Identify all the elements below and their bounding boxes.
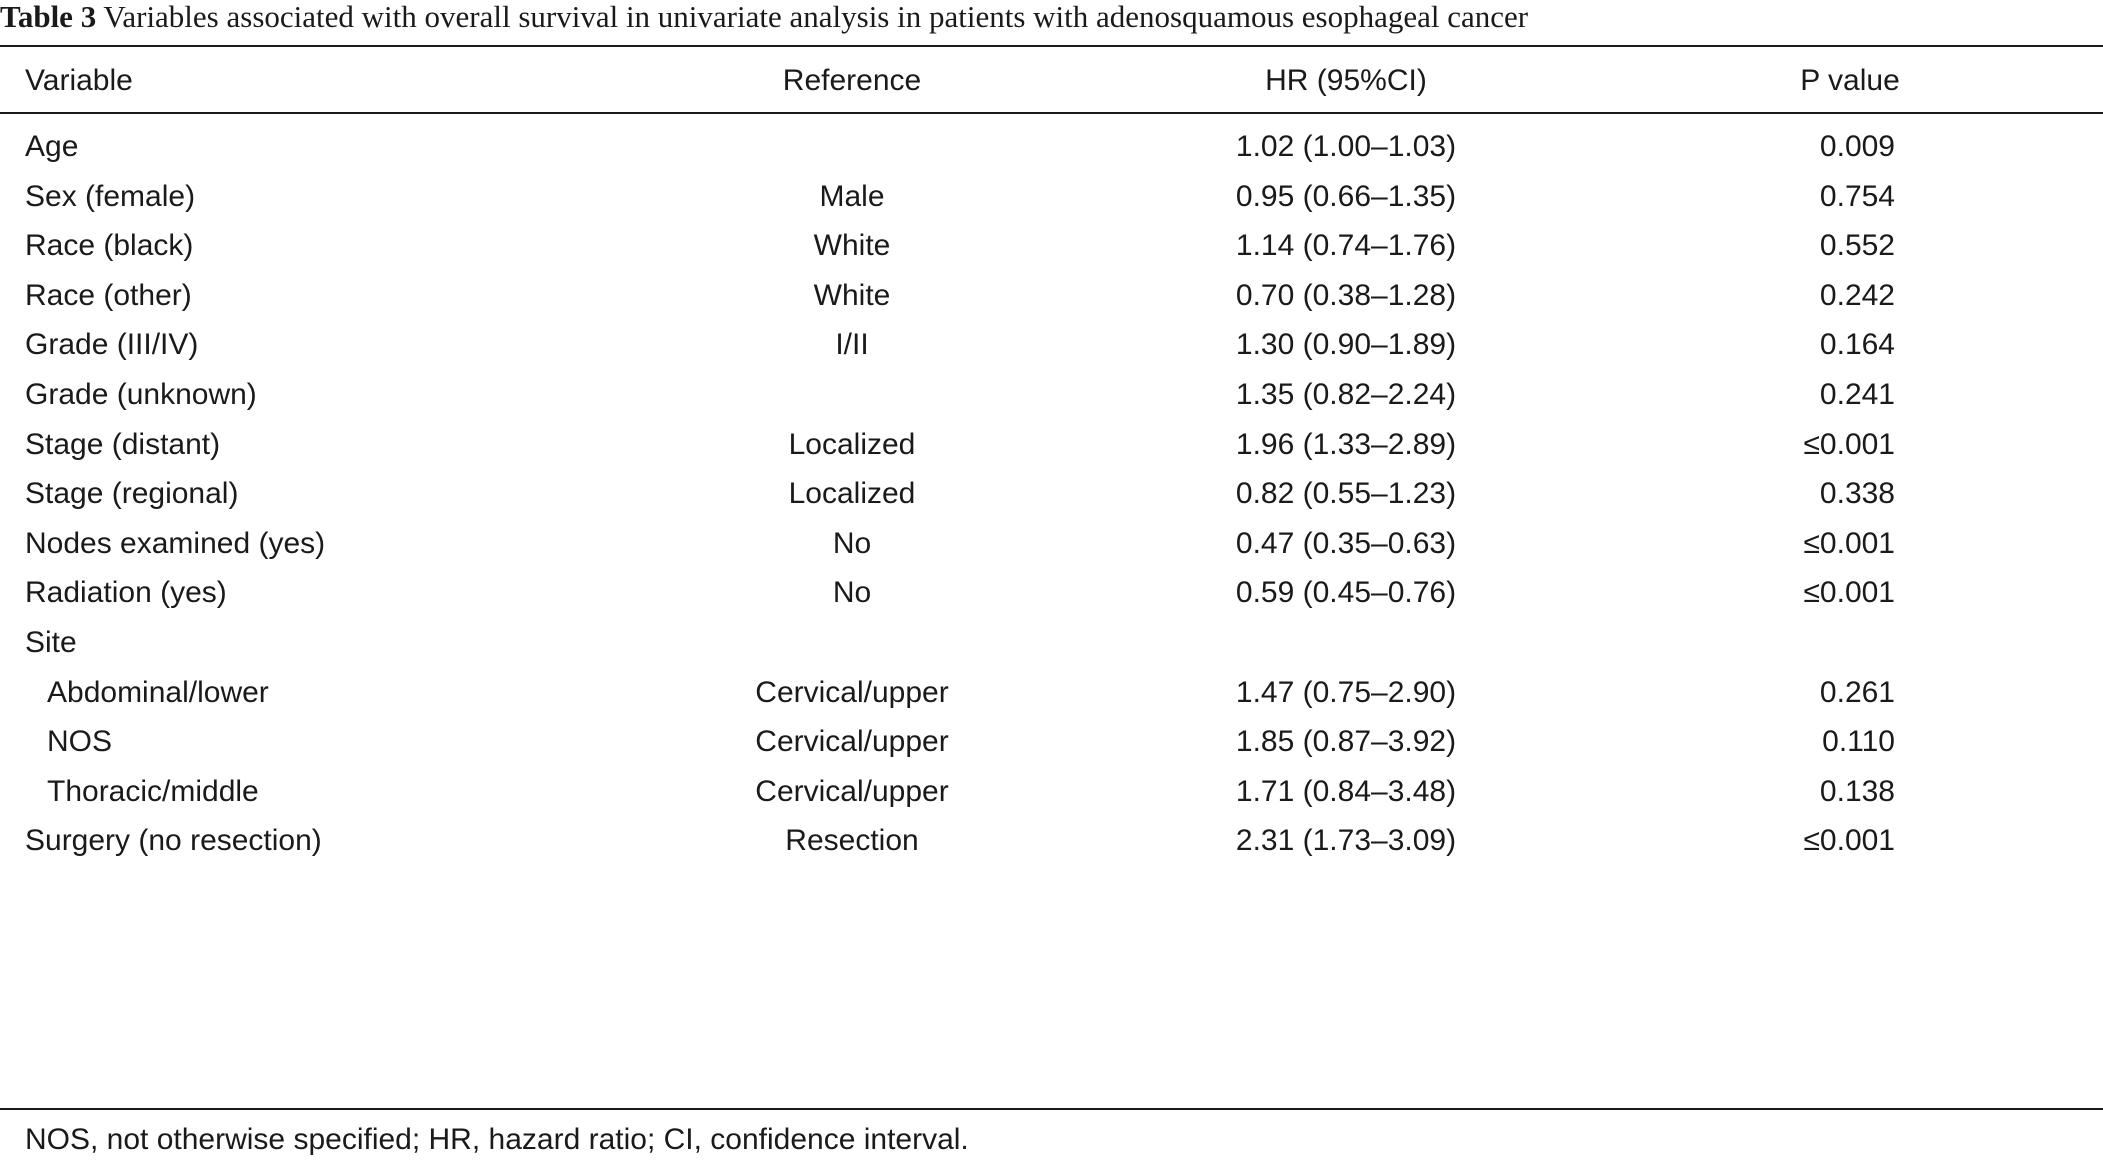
cell-p-value: 0.009 (1819, 130, 1895, 163)
cell-reference: Male (819, 179, 885, 213)
cell-variable: Race (black) (25, 229, 194, 263)
cell-p-value: 0.110 (1822, 725, 1895, 759)
cell-variable: Sex (female) (25, 179, 196, 213)
cell-hr: 0.95 (0.66–1.35) (1235, 179, 1457, 213)
cell-reference: Cervical/upper (755, 774, 949, 808)
table-row: NOS Cervical/upper 1.85 (0.87–3.92) 0.110 (0, 717, 2103, 767)
cell-p-value: ≤0.001 (1803, 576, 1895, 610)
cell-reference: Cervical/upper (755, 725, 949, 759)
cell-variable: Abdominal/lower (47, 675, 269, 709)
header-hr: HR (95%CI) (1265, 64, 1427, 97)
cell-variable: Stage (regional) (25, 477, 239, 511)
cell-p-value (1700, 618, 1895, 668)
cell-reference: White (813, 229, 891, 263)
cell-variable: Site (25, 626, 77, 659)
header-variable: Variable (25, 64, 133, 97)
cell-hr: 0.70 (0.38–1.28) (1235, 278, 1457, 312)
cell-p-value: ≤0.001 (1803, 427, 1895, 461)
cell-p-value: 0.164 (1819, 328, 1895, 362)
cell-hr: 0.82 (0.55–1.23) (1235, 477, 1457, 511)
cell-reference: Resection (785, 824, 919, 858)
cell-p-value: 0.261 (1819, 675, 1895, 709)
cell-hr: 1.14 (0.74–1.76) (1235, 229, 1457, 263)
table-row: Age 1.02 (1.00–1.03) 0.009 (0, 122, 2103, 172)
cell-reference: I/II (835, 328, 869, 362)
cell-hr: 2.31 (1.73–3.09) (1235, 824, 1457, 858)
cell-hr: 1.47 (0.75–2.90) (1235, 675, 1457, 709)
cell-reference (652, 122, 1052, 172)
cell-reference: Cervical/upper (755, 675, 949, 709)
cell-variable: Thoracic/middle (47, 774, 259, 808)
cell-reference: Localized (788, 427, 916, 461)
cell-variable: Surgery (no resection) (25, 824, 322, 858)
table-row: Race (other) White 0.70 (0.38–1.28) 0.242 (0, 271, 2103, 321)
cell-hr (1146, 618, 1546, 668)
bottom-rule (0, 1108, 2103, 1110)
cell-hr: 1.85 (0.87–3.92) (1235, 725, 1457, 759)
cell-variable: Nodes examined (yes) (25, 526, 326, 560)
cell-reference (652, 370, 1052, 420)
cell-variable: Grade (III/IV) (25, 328, 199, 362)
cell-p-value: 0.241 (1819, 378, 1895, 411)
top-rule (0, 45, 2103, 47)
cell-variable: Race (other) (25, 278, 192, 312)
cell-hr: 1.30 (0.90–1.89) (1235, 328, 1457, 362)
table-caption-text: Variables associated with overall surviv… (103, 0, 1529, 34)
cell-hr: 1.71 (0.84–3.48) (1235, 774, 1457, 808)
cell-reference: White (813, 278, 891, 312)
table-row: Surgery (no resection) Resection 2.31 (1.7… (0, 816, 2103, 866)
table-row: Radiation (yes) No 0.59 (0.45–0.76) ≤0.001 (0, 568, 2103, 618)
table-row: Stage (regional) Localized 0.82 (0.55–1.23… (0, 469, 2103, 519)
table-row: Sex (female) Male 0.95 (0.66–1.35) 0.754 (0, 172, 2103, 222)
cell-variable: Stage (distant) (25, 427, 221, 461)
table-row: Thoracic/middle Cervical/upper 1.71 (0.84–… (0, 767, 2103, 817)
table-row: Site (0, 618, 2103, 668)
cell-variable: Grade (unknown) (25, 378, 257, 411)
table-row: Stage (distant) Localized 1.96 (1.33–2.89)… (0, 420, 2103, 470)
table-row: Grade (III/IV) I/II 1.30 (0.90–1.89) 0.164 (0, 320, 2103, 370)
cell-p-value: 0.138 (1819, 774, 1895, 808)
cell-p-value: 0.242 (1819, 278, 1895, 312)
table-header-row: Variable Reference HR (95%CI) P value (0, 56, 2103, 106)
cell-variable: Age (25, 130, 79, 163)
cell-hr: 1.35 (0.82–2.24) (1235, 378, 1457, 411)
table-caption: Table 3 Variables associated with overal… (0, 0, 1528, 42)
cell-p-value: 0.754 (1819, 179, 1895, 213)
header-p-value: P value (1800, 64, 1900, 97)
table-row: Grade (unknown) 1.35 (0.82–2.24) 0.241 (0, 370, 2103, 420)
table-footnote: NOS, not otherwise specified; HR, hazard… (25, 1123, 969, 1156)
cell-p-value: ≤0.001 (1803, 824, 1895, 858)
table-row: Abdominal/lower Cervical/upper 1.47 (0.75–… (0, 668, 2103, 718)
cell-variable: NOS (47, 725, 113, 759)
cell-variable: Radiation (yes) (25, 576, 227, 610)
header-reference: Reference (782, 64, 922, 97)
cell-hr: 0.59 (0.45–0.76) (1235, 576, 1457, 610)
cell-hr: 1.02 (1.00–1.03) (1235, 130, 1457, 163)
table-row: Race (black) White 1.14 (0.74–1.76) 0.552 (0, 221, 2103, 271)
table-caption-label: Table 3 (0, 0, 97, 34)
cell-reference: No (832, 576, 872, 610)
cell-p-value: 0.552 (1819, 229, 1895, 263)
cell-reference: No (832, 526, 872, 560)
cell-p-value: 0.338 (1819, 477, 1895, 511)
header-rule (0, 112, 2103, 114)
cell-reference: Localized (788, 477, 916, 511)
table-row: Nodes examined (yes) No 0.47 (0.35–0.63) ≤0… (0, 519, 2103, 569)
cell-reference (652, 618, 1052, 668)
cell-hr: 0.47 (0.35–0.63) (1235, 526, 1457, 560)
cell-p-value: ≤0.001 (1803, 526, 1895, 560)
cell-hr: 1.96 (1.33–2.89) (1235, 427, 1457, 461)
